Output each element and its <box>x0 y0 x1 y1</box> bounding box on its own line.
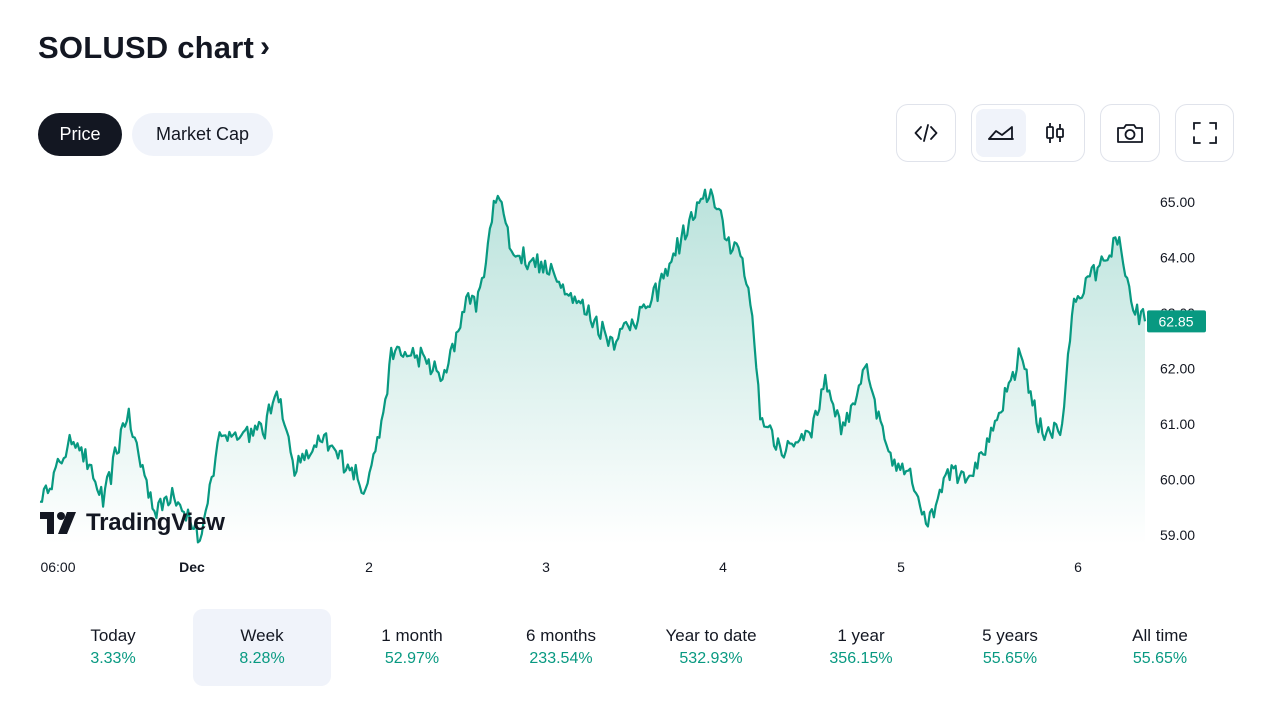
tradingview-logo: TradingView <box>40 509 225 537</box>
fullscreen-icon <box>1192 122 1217 144</box>
timeframe-1-month[interactable]: 1 month 52.97% <box>343 609 481 686</box>
candlestick-button[interactable] <box>1030 109 1080 157</box>
last-price-text: 62.85 <box>1158 313 1193 329</box>
x-tick-label: 3 <box>542 559 550 575</box>
tab-price-label: Price <box>59 124 101 144</box>
timeframe-label: 1 month <box>381 626 443 645</box>
x-tick-label: 2 <box>365 559 373 575</box>
candlestick-icon <box>1046 123 1064 143</box>
x-tick-label: 06:00 <box>40 559 75 575</box>
timeframe-change: 233.54% <box>529 650 593 667</box>
timeframe-all-time[interactable]: All time 55.65% <box>1091 609 1229 686</box>
code-icon <box>914 124 938 142</box>
embed-button[interactable] <box>896 104 956 162</box>
tradingview-logo-text: TradingView <box>86 509 225 536</box>
x-tick-label: 4 <box>719 559 727 575</box>
price-line <box>39 188 1147 544</box>
tradingview-logo-icon <box>40 512 76 534</box>
timeframe-change: 55.65% <box>982 650 1038 667</box>
x-tick-label: 6 <box>1074 559 1082 575</box>
fullscreen-button[interactable] <box>1175 104 1234 162</box>
last-price-box <box>1147 310 1206 333</box>
timeframe-label: Today <box>90 626 136 645</box>
tab-price[interactable]: Price <box>38 113 122 156</box>
timeframe-change: 8.28% <box>239 650 285 667</box>
x-tick-label: 5 <box>897 559 905 575</box>
area-chart-icon <box>988 126 1014 140</box>
timeframe-label: 1 year <box>837 626 885 645</box>
timeframe-change: 532.93% <box>679 650 743 667</box>
chart-title[interactable]: SOLUSD chart › <box>38 30 270 66</box>
snapshot-button[interactable] <box>1100 104 1160 162</box>
tab-market-cap[interactable]: Market Cap <box>132 113 273 156</box>
timeframe-label: Week <box>240 626 284 645</box>
camera-icon <box>1117 124 1143 143</box>
timeframe-change: 356.15% <box>829 650 893 667</box>
timeframe-label: Year to date <box>665 626 757 645</box>
tab-market-cap-label: Market Cap <box>155 124 250 144</box>
timeframe-label: All time <box>1132 626 1188 645</box>
x-axis: 06:00 Dec 2 3 4 5 6 <box>40 559 1082 575</box>
timeframe-today[interactable]: Today 3.33% <box>44 609 182 686</box>
timeframe-change: 52.97% <box>384 650 440 667</box>
timeframe-week[interactable]: Week 8.28% <box>193 609 331 686</box>
area-chart-button[interactable] <box>976 109 1026 157</box>
timeframe-label: 5 years <box>982 626 1038 645</box>
timeframe-label: 6 months <box>526 626 596 645</box>
chevron-right-icon: › <box>260 30 271 63</box>
y-tick-label: 61.00 <box>1160 416 1195 432</box>
timeframe-year-to-date[interactable]: Year to date 532.93% <box>642 609 780 686</box>
timeframe-1-year[interactable]: 1 year 356.15% <box>792 609 930 686</box>
timeframe-6-months[interactable]: 6 months 233.54% <box>492 609 630 686</box>
timeframe-5-years[interactable]: 5 years 55.65% <box>941 609 1079 686</box>
price-area <box>40 189 1145 545</box>
timeframe-change: 55.65% <box>1132 650 1188 667</box>
timeframe-change: 3.33% <box>90 650 136 667</box>
y-tick-label: 60.00 <box>1160 472 1195 488</box>
y-tick-label: 64.00 <box>1160 250 1195 266</box>
y-tick-label: 59.00 <box>1160 527 1195 543</box>
y-tick-label: 65.00 <box>1160 194 1195 210</box>
chart-type-group <box>971 104 1085 162</box>
x-tick-label: Dec <box>179 559 205 575</box>
last-price-label: 62.85 <box>1147 310 1206 333</box>
chart-title-text: SOLUSD chart <box>38 30 254 65</box>
y-tick-label: 62.00 <box>1160 361 1195 377</box>
